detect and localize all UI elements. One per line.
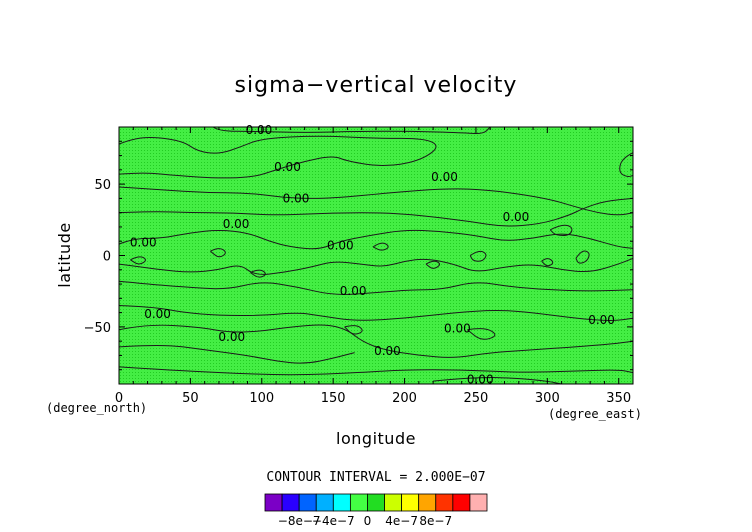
x-tick-label: 0 (115, 391, 123, 406)
colorbar (264, 493, 488, 512)
contour-line (210, 248, 226, 258)
colorbar-swatch (469, 493, 488, 512)
contour-line (130, 256, 146, 265)
colorbar-label: −8e−7 (278, 514, 321, 528)
contour-line (119, 197, 633, 227)
x-tick-label: 150 (321, 391, 346, 406)
contour-label: 0.00 (340, 284, 367, 298)
contour-line (344, 325, 363, 335)
x-tick-label: 350 (606, 391, 631, 406)
contour-line (119, 305, 633, 321)
y-unit-label: (degree_north) (46, 401, 147, 415)
colorbar-swatch (418, 493, 437, 512)
contour-line (469, 250, 487, 262)
contour-line (119, 324, 633, 358)
contour-label: 0.00 (130, 236, 157, 250)
contour-line (119, 186, 633, 216)
colorbar-labels: −8e−7−4e−7 0 4e−7 8e−7 (278, 514, 452, 528)
y-axis-label: latitude (55, 222, 74, 287)
colorbar-swatch (401, 493, 420, 512)
contour-line (541, 258, 554, 267)
contour-label: 0.00 (246, 123, 273, 137)
contour-label: 0.00 (283, 191, 310, 205)
contour-line (119, 135, 437, 179)
contour-line (119, 344, 355, 364)
colorbar-swatch (315, 493, 334, 512)
contour-line (372, 242, 389, 251)
x-axis-label: longitude (336, 429, 416, 448)
colorbar-swatch (384, 493, 403, 512)
colorbar-swatch (452, 493, 471, 512)
contour-line (119, 280, 633, 295)
x-tick-label: 100 (249, 391, 274, 406)
contour-label: 0.00 (218, 330, 245, 344)
colorbar-label: 0 (364, 514, 372, 528)
x-tick-label: 50 (182, 391, 199, 406)
contour-label: 0.00 (588, 313, 615, 327)
colorbar-swatch (349, 493, 368, 512)
contour-label: 0.00 (274, 160, 301, 174)
x-tick-label: 300 (535, 391, 560, 406)
contour-label: 0.00 (374, 344, 401, 358)
x-tick-label: 250 (464, 391, 489, 406)
contour-line (119, 366, 633, 376)
x-tick-labels: 0 50 100 150 200 250 300 350 (115, 391, 631, 406)
contour-line (467, 328, 496, 340)
y-tick-label: −50 (84, 321, 111, 336)
contour-interval: CONTOUR INTERVAL = 2.000E−07 (266, 470, 485, 485)
colorbar-swatch (367, 493, 385, 512)
y-tick-labels: −50 0 50 (84, 178, 111, 336)
contour-label: 0.00 (431, 170, 458, 184)
y-tick-label: 0 (103, 250, 111, 265)
colorbar-label: 4e−7 (385, 514, 418, 528)
contour-line (119, 257, 633, 275)
colorbar-swatch (264, 493, 283, 512)
contour-line (575, 250, 590, 264)
chart-title: sigma−vertical velocity (235, 73, 518, 98)
colorbar-swatch (435, 493, 454, 512)
contour-lines (119, 127, 633, 384)
y-tick-label: 50 (94, 178, 111, 193)
colorbar-swatch (332, 493, 351, 512)
field-fill (119, 127, 633, 384)
contour-label: 0.00 (327, 239, 354, 253)
x-tick-label: 200 (392, 391, 417, 406)
contour-line (212, 127, 491, 135)
contour-line (549, 224, 573, 237)
axis-ticks (118, 127, 633, 384)
contour-labels: 0.00 0.00 0.00 0.00 0.00 0.00 0.00 0.00 0.00 0.00… (130, 123, 615, 387)
contour-label: 0.00 (503, 210, 530, 224)
colorbar-swatch (281, 493, 300, 512)
colorbar-swatch (298, 493, 317, 512)
plot-area: 0.00 0.00 0.00 0.00 0.00 0.00 0.00 0.00 0.00 0.00… (118, 123, 634, 387)
colorbar-label: 8e−7 (419, 514, 452, 528)
x-unit-label: (degree_east) (548, 407, 642, 421)
contour-line (250, 269, 266, 278)
contour-label: 0.00 (444, 321, 471, 335)
contour-label: 0.00 (223, 217, 250, 231)
contour-label: 0.00 (467, 373, 494, 387)
contour-line (119, 229, 633, 250)
contour-line (425, 260, 441, 269)
contour-line (619, 152, 633, 177)
contour-label: 0.00 (144, 307, 171, 321)
colorbar-label: −4e−7 (312, 514, 355, 528)
